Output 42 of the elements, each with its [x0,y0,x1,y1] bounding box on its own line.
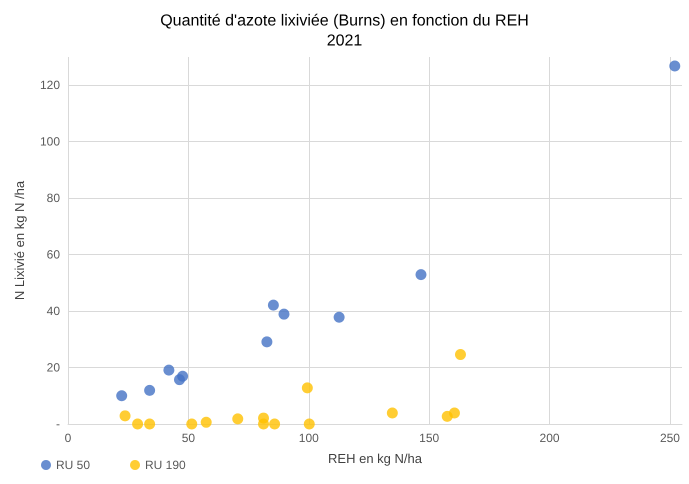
point [258,418,270,430]
point [269,418,280,430]
y-tick-label: 20 [46,360,60,375]
point [144,384,156,396]
point [232,413,244,424]
point [177,370,188,382]
x-tick-label: 150 [419,431,440,445]
y-axis-title: N Lixivié en kg N /ha [12,180,27,300]
x-tick-label: 100 [298,431,320,445]
point [448,407,460,418]
point [268,300,279,311]
legend-label: RU 190 [145,458,186,472]
chart-title: Quantité d'azote lixiviée (Burns) en fonction du REH [160,12,529,30]
point [416,269,426,280]
point [278,308,290,320]
point [163,364,174,376]
point [132,418,144,430]
x-tick-label: 250 [660,431,680,445]
x-axis-title: REH en kg N/ha [328,451,423,466]
y-tick-label: 80 [46,191,60,206]
point [186,418,198,430]
point [116,390,128,402]
y-tick-label: 100 [40,134,60,149]
x-tick-label: 50 [182,431,196,445]
x-tick-label: 200 [540,431,560,445]
point [302,382,313,394]
point [304,418,315,430]
point [144,418,156,430]
y-tick-label: - [56,417,60,431]
point [334,312,345,323]
point [669,60,680,72]
chart-subtitle: 2021 [326,32,362,50]
point [261,336,272,348]
y-tick-label: 60 [46,248,60,262]
x-tick-label: 0 [64,431,72,445]
point [386,407,398,418]
point [200,416,212,428]
y-tick-label: 40 [46,304,60,318]
y-tick-label: 120 [40,78,60,92]
point [120,410,131,422]
point [454,349,466,360]
legend-label: RU 50 [56,458,90,472]
